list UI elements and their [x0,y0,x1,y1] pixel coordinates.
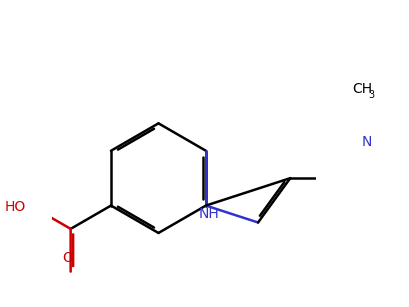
Text: NH: NH [198,207,219,221]
Text: N: N [362,135,372,150]
Text: HO: HO [4,200,25,215]
Text: O: O [63,251,73,265]
Text: CH: CH [352,82,372,96]
Text: 3: 3 [368,90,374,100]
